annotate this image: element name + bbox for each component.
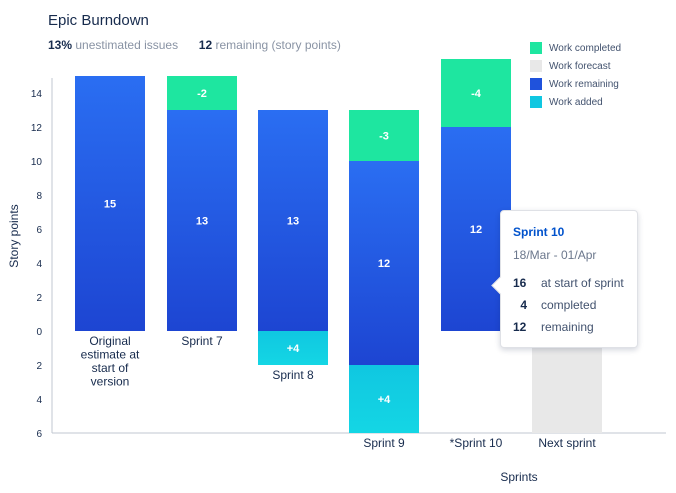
x-category-label: *Sprint 10 (450, 436, 503, 450)
tooltip-row-remaining: 12 remaining (513, 320, 594, 334)
legend: Work completed Work forecast Work remain… (530, 39, 621, 111)
y-tick-label: 4 (36, 395, 42, 406)
summary-line: 13% unestimated issues 12 remaining (sto… (48, 38, 341, 52)
legend-item-forecast[interactable]: Work forecast (530, 57, 621, 75)
x-category-label: Sprint 7 (181, 334, 223, 348)
bar-remaining (349, 161, 419, 365)
tooltip-row-start: 16 at start of sprint (513, 276, 624, 290)
legend-label: Work completed (549, 42, 622, 54)
bar-remaining (75, 76, 145, 331)
legend-label: Work remaining (549, 78, 619, 90)
tooltip-value: 4 (520, 298, 527, 312)
y-tick-label: 8 (36, 191, 42, 202)
remaining-value: 12 (198, 38, 213, 52)
y-axis-title: Story points (7, 204, 21, 267)
tooltip-label: remaining (541, 320, 594, 334)
y-tick-label: 12 (31, 123, 43, 134)
bar-added (349, 365, 419, 433)
legend-item-added[interactable]: Work added (530, 93, 621, 111)
x-category-label: estimate at (81, 348, 140, 362)
bar-value-label: 12 (378, 258, 390, 270)
legend-item-completed[interactable]: Work completed (530, 39, 621, 57)
remaining-label: remaining (story points) (215, 38, 341, 52)
bar-completed (167, 76, 237, 110)
bar-completed-label: -3 (379, 131, 389, 143)
y-tick-label: 6 (36, 429, 42, 440)
legend-label: Work forecast (549, 60, 611, 72)
legend-item-remaining[interactable]: Work remaining (530, 75, 621, 93)
tooltip-value: 12 (513, 320, 527, 334)
bar-value-label: 13 (196, 216, 208, 228)
x-axis-title: Sprints (500, 470, 537, 484)
legend-swatch-forecast (530, 60, 542, 72)
y-tick-label: 6 (36, 225, 42, 236)
bar-value-label: 15 (104, 199, 116, 211)
y-tick-label: 4 (36, 259, 42, 270)
bar-completed (441, 59, 511, 127)
x-category-label: Sprint 9 (363, 436, 405, 450)
legend-label: Work added (549, 96, 603, 108)
x-category-label: version (91, 375, 130, 389)
y-tick-label: 14 (31, 89, 43, 100)
tooltip-label: completed (541, 298, 597, 312)
y-tick-label: 2 (36, 361, 42, 372)
bar-remaining (258, 110, 328, 331)
x-category-label: Sprint 8 (272, 368, 314, 382)
bar-completed-label: -4 (471, 88, 482, 100)
sprint-tooltip: Sprint 10 18/Mar - 01/Apr 16 at start of… (491, 210, 638, 348)
bar-value-label: 13 (287, 216, 299, 228)
bar-added (258, 331, 328, 365)
bar-value-label: 12 (470, 224, 482, 236)
chart-title: Epic Burndown (48, 12, 149, 29)
bar-remaining (441, 127, 511, 331)
tooltip-label: at start of sprint (541, 276, 624, 290)
tooltip-row-completed: 4 completed (513, 298, 596, 312)
x-category-label: Original (89, 334, 130, 348)
x-category-label: Next sprint (538, 436, 596, 450)
bar-completed-label: -2 (197, 88, 207, 100)
y-tick-label: 0 (36, 327, 42, 338)
bar-remaining (167, 110, 237, 331)
x-category-label: start of (92, 361, 129, 375)
bar-completed (349, 110, 419, 161)
tooltip-value: 16 (513, 276, 527, 290)
legend-swatch-completed (530, 42, 542, 54)
legend-swatch-remaining (530, 78, 542, 90)
bar-added-label: +4 (287, 343, 300, 355)
tooltip-title: Sprint 10 (513, 225, 565, 239)
tooltip-dates: 18/Mar - 01/Apr (513, 248, 597, 262)
unestimated-value: 13% (48, 38, 73, 52)
bar-added-label: +4 (378, 394, 391, 406)
y-tick-label: 2 (36, 293, 42, 304)
legend-swatch-added (530, 96, 542, 108)
unestimated-label: unestimated issues (75, 38, 179, 52)
y-tick-label: 10 (31, 157, 43, 168)
